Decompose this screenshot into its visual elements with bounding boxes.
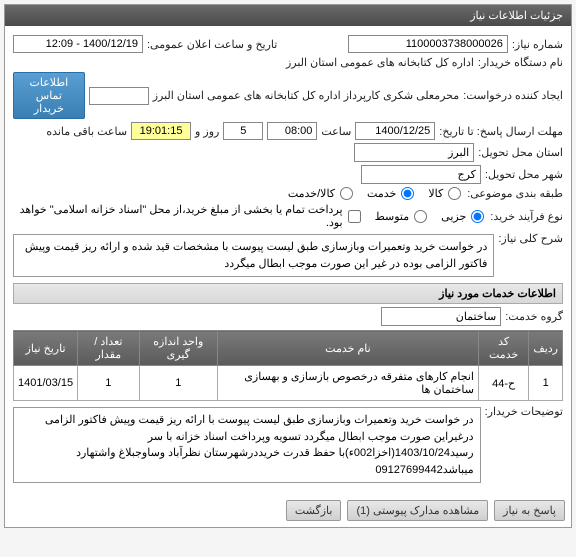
small-radio-item[interactable]: جزیی <box>441 210 486 223</box>
time-left-field: 19:01:15 <box>131 122 191 140</box>
services-header: اطلاعات خدمات مورد نیاز <box>13 283 563 304</box>
td-name: انجام کارهای متفرقه درخصوص بازسازی و بهس… <box>217 366 478 401</box>
remaining-label: ساعت باقی مانده <box>46 125 127 138</box>
group-label: گروه خدمت: <box>505 310 563 323</box>
both-radio[interactable] <box>340 187 353 200</box>
province-field: البرز <box>354 143 474 162</box>
days-left-field: 5 <box>223 122 263 140</box>
province-label: استان محل تحویل: <box>478 146 563 159</box>
td-qty: 1 <box>78 366 140 401</box>
announce-field: 1400/12/19 - 12:09 <box>13 35 143 53</box>
th-code: کد خدمت <box>478 331 528 366</box>
need-no-field: 1100003738000026 <box>348 35 508 53</box>
th-name: نام خدمت <box>217 331 478 366</box>
creator-extra-field <box>89 87 149 105</box>
process-label: نوع فرآیند خرید: <box>490 210 563 223</box>
table-header-row: ردیف کد خدمت نام خدمت واحد اندازه گیری ت… <box>14 331 563 366</box>
th-qty: تعداد / مقدار <box>78 331 140 366</box>
back-button[interactable]: بازگشت <box>286 500 342 521</box>
creator-label: ایجاد کننده درخواست: <box>463 89 563 102</box>
city-label: شهر محل تحویل: <box>485 168 563 181</box>
medium-radio[interactable] <box>414 210 427 223</box>
main-panel: جزئیات اطلاعات نیاز شماره نیاز: 11000037… <box>4 4 572 528</box>
group-field: ساختمان <box>381 307 501 326</box>
th-unit: واحد اندازه گیری <box>139 331 217 366</box>
contact-button[interactable]: اطلاعات تماس خریدار <box>13 72 85 119</box>
small-radio[interactable] <box>471 210 484 223</box>
buyer-notes-box: در خواست خرید وتعمیرات وبازسازی طبق لیست… <box>13 407 481 483</box>
payment-check-item[interactable]: پرداخت تمام یا بخشی از مبلغ خرید،از محل … <box>13 203 363 229</box>
payment-checkbox[interactable] <box>348 210 361 223</box>
deadline-date-field: 1400/12/25 <box>355 122 435 140</box>
th-date: تاریخ نیاز <box>14 331 78 366</box>
services-table: ردیف کد خدمت نام خدمت واحد اندازه گیری ت… <box>13 330 563 401</box>
day-label: روز و <box>195 125 219 138</box>
service-radio-item[interactable]: خدمت <box>367 187 416 200</box>
deadline-hour-field: 08:00 <box>267 122 317 140</box>
td-row: 1 <box>529 366 563 401</box>
subject-type-radios: کالا خدمت کالا/خدمت <box>288 187 463 200</box>
main-desc-label: شرح کلی نیاز: <box>498 232 563 245</box>
button-row: پاسخ به نیاز مشاهده مدارک پیوستی (1) باز… <box>5 494 571 527</box>
td-unit: 1 <box>139 366 217 401</box>
hour-label: ساعت <box>321 125 351 138</box>
goods-radio-item[interactable]: کالا <box>428 187 463 200</box>
need-no-label: شماره نیاز: <box>512 38 563 51</box>
main-desc-box: در خواست خرید وتعمیرات وبازسازی طبق لیست… <box>13 234 494 277</box>
panel-title: جزئیات اطلاعات نیاز <box>5 5 571 26</box>
medium-radio-item[interactable]: متوسط <box>375 210 430 223</box>
td-code: ح-44 <box>478 366 528 401</box>
process-radios: جزیی متوسط پرداخت تمام یا بخشی از مبلغ خ… <box>13 203 486 229</box>
td-date: 1401/03/15 <box>14 366 78 401</box>
buyer-label: نام دستگاه خریدار: <box>478 56 563 69</box>
creator-value: محرمعلی شکری کارپرداز اداره کل کتابخانه … <box>153 89 459 102</box>
buyer-notes-label: توضیحات خریدار: <box>485 405 563 418</box>
city-field: کرج <box>361 165 481 184</box>
attachments-button[interactable]: مشاهده مدارک پیوستی (1) <box>347 500 488 521</box>
panel-body: شماره نیاز: 1100003738000026 تاریخ و ساع… <box>5 26 571 494</box>
service-radio[interactable] <box>401 187 414 200</box>
table-row: 1 ح-44 انجام کارهای متفرقه درخصوص بازساز… <box>14 366 563 401</box>
announce-label: تاریخ و ساعت اعلان عمومی: <box>147 38 277 51</box>
goods-radio[interactable] <box>448 187 461 200</box>
deadline-label: مهلت ارسال پاسخ: تا تاریخ: <box>439 125 563 138</box>
subject-type-label: طبقه بندی موضوعی: <box>467 187 563 200</box>
th-row: ردیف <box>529 331 563 366</box>
buyer-value: اداره کل کتابخانه های عمومی استان البرز <box>286 56 474 69</box>
both-radio-item[interactable]: کالا/خدمت <box>288 187 355 200</box>
reply-button[interactable]: پاسخ به نیاز <box>494 500 565 521</box>
